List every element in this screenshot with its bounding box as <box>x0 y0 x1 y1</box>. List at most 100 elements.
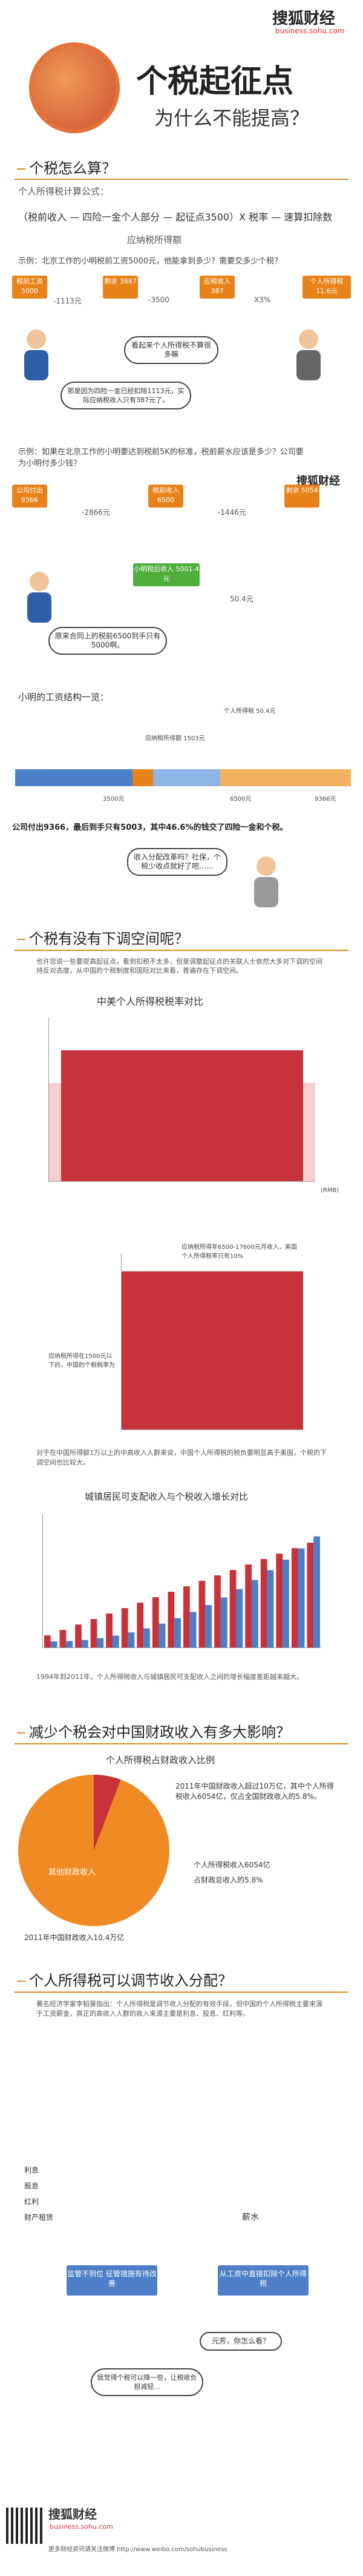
chart1-unit: (RMB) <box>321 1187 339 1194</box>
chart3-bar-tax <box>236 1589 243 1647</box>
section2-intro: 也许您说一些要提高起征点，看到扣税不太多，但是调整起征点的关联人士依然大多对下调… <box>36 958 322 975</box>
salary-label-6500: 6500元 <box>230 796 252 803</box>
bubble-3: 原来合同上的税前6500到手只有5000啊。 <box>48 627 167 655</box>
bubble-2: 那是因为四险一金已经扣除1113元，实际应纳税收入只有387元了。 <box>60 382 191 409</box>
chart1 <box>48 1018 315 1182</box>
ex2-deduct-2: -1446元 <box>218 508 246 517</box>
chart3-bar-tax <box>174 1618 181 1647</box>
chart2-note-1: 应纳税所得年6500-17600元月收入，美国个人所得税率只有10% <box>182 1244 297 1260</box>
salary-seg-company <box>220 769 351 786</box>
chart3-bar-income <box>59 1630 67 1647</box>
footer-url: business.sohu.com <box>50 2523 113 2531</box>
section-rule <box>15 1992 348 1993</box>
chart3-bar-income <box>44 1635 51 1647</box>
pie-total: 2011年中国财政收入10.4万亿 <box>24 1933 125 1942</box>
salary-label-taxable: 应纳税所得额 1503元 <box>145 735 205 742</box>
pie-label-other: 其他财政收入 <box>48 1868 96 1877</box>
chart3-bar-income <box>276 1554 283 1647</box>
salary-note: 公司付出9366，最后到手只有5003，其中46.6%的钱交了四险一金和个税。 <box>12 823 288 832</box>
header: 搜狐财经 business.sohu.com 个税起征点 为什么不能提高？ <box>0 0 363 151</box>
ex2-box-2: 税前收入 6500 <box>148 485 183 508</box>
chart3-bar-tax <box>220 1597 227 1647</box>
brand-logo: 搜狐财经 <box>272 10 336 28</box>
chart1-title: 中美个人所得税税率对比 <box>97 996 204 1007</box>
chart3-bar-income <box>121 1608 128 1647</box>
brand-url: business.sohu.com <box>275 27 345 35</box>
ex2-box-1: 公司付出 9366 <box>12 485 47 508</box>
ex1-box-3: 应税收入 387 <box>200 276 235 299</box>
box-right: 从工资中直接扣除个人所得税 <box>218 2265 309 2296</box>
bubble-5: 元芳，你怎么看？ <box>200 2332 282 2351</box>
chart3-bar-tax <box>128 1632 135 1647</box>
wage-label: 薪水 <box>242 2213 259 2222</box>
chart3-title: 城镇居民可支配收入与个税收入增长对比 <box>85 1491 249 1502</box>
chart3-bar-tax <box>97 1638 104 1647</box>
chart3-bar-tax <box>143 1628 150 1647</box>
brand-logo: 搜狐财经 <box>296 475 340 488</box>
ex1-box-4: 个人所得税 11.6元 <box>302 276 351 299</box>
chart3-bar-income <box>198 1581 206 1647</box>
chart3-bar-tax <box>267 1570 274 1647</box>
section-rule <box>15 950 348 951</box>
chart2-note-2: 应纳税所得在1500元以下的，中国的个税税率为 <box>48 1353 115 1369</box>
chart2 <box>121 1254 303 1430</box>
chart3-bar-income <box>291 1548 298 1647</box>
chart3-bar-income <box>214 1575 221 1647</box>
ex2-result-box: 小明税后收入 5001.4元 <box>133 563 200 586</box>
chart3 <box>42 1514 321 1648</box>
chart3-bar-tax <box>81 1640 88 1647</box>
chart3-bar-income <box>245 1564 252 1647</box>
ex1-deduct-2: -3500 <box>148 296 169 304</box>
person-icon <box>248 854 284 909</box>
income-type: 财产租赁 <box>24 2213 54 2222</box>
ex1-box-1: 税前工资 5000 <box>12 276 47 299</box>
salary-seg-takehome <box>152 769 220 786</box>
section-title-4: 个人所得税可以调节收入分配？ <box>17 1968 232 1990</box>
chart3-bar-tax <box>189 1612 197 1647</box>
chart3-bar-tax <box>205 1605 212 1647</box>
person-icon <box>18 327 54 382</box>
chart3-bar-income <box>75 1624 82 1647</box>
page-title: 个税起征点 <box>136 64 294 100</box>
section2-para2: 对于在中国所得额1万以上的中高收入人群来说，中国个人所得税的税负要明显高于美国，… <box>36 1449 327 1466</box>
chart3-bar-income <box>152 1597 159 1647</box>
person-icon <box>21 569 57 624</box>
section-rule <box>15 1743 348 1744</box>
chart3-bar-tax <box>66 1641 73 1647</box>
bubble-6: 我觉得个税可以降一些，让税收负担减轻... <box>91 2368 203 2396</box>
page-subtitle: 为什么不能提高？ <box>154 107 310 130</box>
salary-label-tax: 个人所得税 50.4元 <box>224 708 276 715</box>
footer-weibo: 更多财经资讯请关注微博 http://www.weibo.com/sohubus… <box>48 2546 227 2553</box>
income-type: 利息 <box>24 2166 39 2174</box>
section4-intro: 著名经济学家李稻葵指出：个人所得税是调节收入分配的有效手段，但中国的个人所得税主… <box>36 2000 322 2018</box>
chart3-bar-income <box>90 1619 97 1647</box>
example1-text: 示例：北京工作的小明税前工资5000元，他能拿到多少？需要交多少个税？ <box>18 257 283 266</box>
formula-note: 应纳税所得额 <box>127 234 182 245</box>
pie-desc: 2011年中国财政收入超过10万亿，其中个人所得税收入6054亿，仅占全国财政收… <box>175 1782 334 1801</box>
formula-intro: 个人所得税计算公式： <box>18 186 110 197</box>
section-title-3: 减少个税会对中国财政收入有多大影响？ <box>17 1720 290 1741</box>
chart3-bar-tax <box>283 1560 289 1647</box>
chart3-bar-income <box>183 1586 190 1647</box>
chart3-bar-income <box>307 1543 314 1647</box>
bubble-4: 收入分配改革吗？社保，个税少收点就好了吧…… <box>127 848 227 876</box>
salary-label-3500: 3500元 <box>103 796 125 803</box>
pie-legend-2: 占财政总收入的5.8% <box>194 1876 263 1884</box>
section-title-2: 个税有没有下调空间呢？ <box>17 927 189 948</box>
chart3-bar-income <box>168 1592 175 1647</box>
pie-legend-1: 个人所得税收入6054亿 <box>194 1861 270 1869</box>
chart3-bar-tax <box>113 1635 119 1647</box>
ex1-deduct-1: -1113元 <box>53 297 82 305</box>
income-type: 股息 <box>24 2182 39 2190</box>
chart3-bars <box>44 1536 320 1647</box>
bubble-1: 看起来个人所得税不算很多嘛 <box>124 336 218 364</box>
salary-seg-tax <box>132 769 153 786</box>
box-left: 监管不到位 征管措施有待改善 <box>67 2265 157 2296</box>
salary-bar <box>15 769 351 786</box>
pie-title: 个人所得税占财政收入比例 <box>106 1755 215 1766</box>
footer-brand: 搜狐财经 <box>48 2507 97 2521</box>
person-icon <box>290 327 327 382</box>
ex2-box-3: 剩余 5054 <box>284 485 319 508</box>
chart3-bar-income <box>229 1570 237 1647</box>
income-list: 利息 股息 红利 财产租赁 <box>24 2162 53 2225</box>
